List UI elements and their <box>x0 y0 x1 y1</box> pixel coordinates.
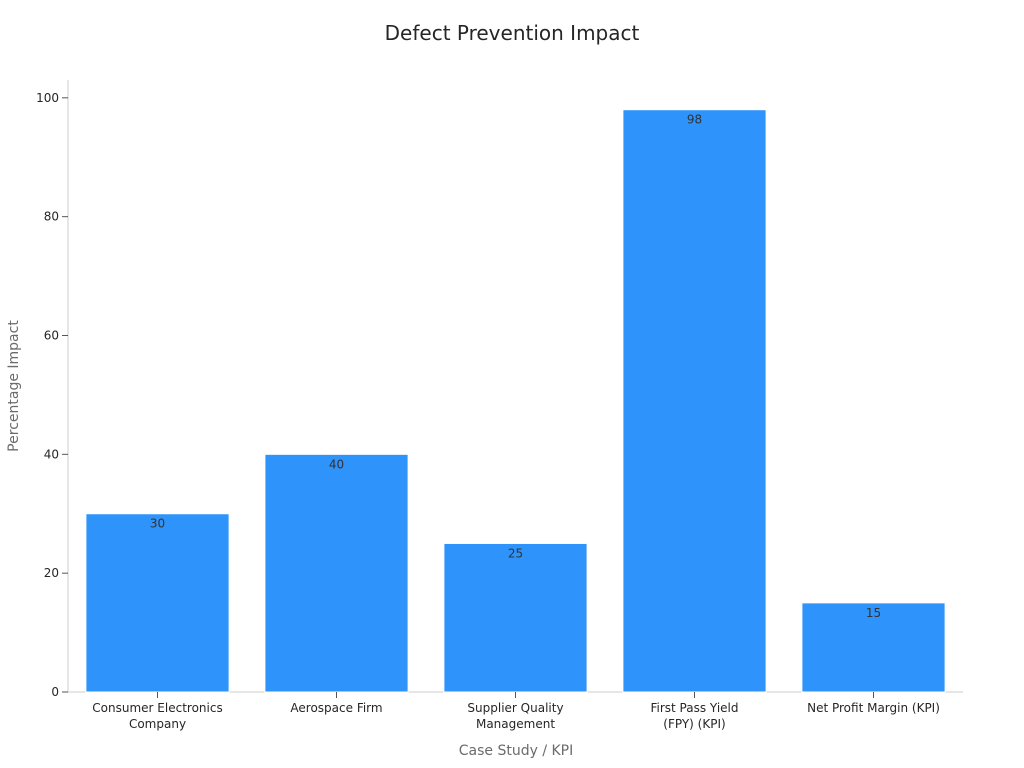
x-tick-label-line: Consumer Electronics <box>92 701 222 715</box>
x-tick-label-line: Management <box>476 717 555 731</box>
x-tick-label-line: First Pass Yield <box>650 701 738 715</box>
x-tick-label: Aerospace Firm <box>290 701 382 715</box>
bar-value-label: 98 <box>687 113 702 127</box>
x-tick-label: First Pass Yield (FPY) (KPI) <box>650 701 738 731</box>
bar <box>801 602 946 693</box>
bar-value-label: 25 <box>508 546 523 560</box>
bar <box>443 542 588 693</box>
x-axis-ticks: Consumer Electronics Company Aerospace Fir… <box>92 692 940 731</box>
y-tick-label: 40 <box>44 447 59 461</box>
y-tick-label: 80 <box>44 210 59 224</box>
x-tick-label: Supplier Quality Management <box>467 701 563 731</box>
x-tick-label-line: (FPY) (KPI) <box>663 717 725 731</box>
x-axis-label: Case Study / KPI <box>459 743 574 759</box>
x-tick-label-line: Supplier Quality <box>467 701 563 715</box>
y-axis-label: Percentage Impact <box>6 320 22 452</box>
bar <box>85 513 230 693</box>
bar-series: 30 40 25 98 15 <box>85 109 946 693</box>
bar-value-label: 30 <box>150 517 165 531</box>
y-tick-label: 100 <box>36 91 59 105</box>
x-tick-label-line: Aerospace Firm <box>290 701 382 715</box>
y-tick-label: 20 <box>44 566 59 580</box>
chart-title: Defect Prevention Impact <box>385 21 640 45</box>
y-tick-label: 60 <box>44 328 59 342</box>
x-tick-label: Net Profit Margin (KPI) <box>807 701 940 715</box>
bar <box>264 453 409 693</box>
bar-value-label: 15 <box>866 606 881 620</box>
x-tick-label-line: Company <box>129 717 186 731</box>
x-tick-label: Consumer Electronics Company <box>92 701 222 731</box>
x-tick-label-line: Net Profit Margin (KPI) <box>807 701 940 715</box>
bar <box>622 109 767 693</box>
y-tick-label: 0 <box>51 685 59 699</box>
y-axis-ticks: 0 20 40 60 80 100 <box>36 91 68 699</box>
bar-value-label: 40 <box>329 457 344 471</box>
